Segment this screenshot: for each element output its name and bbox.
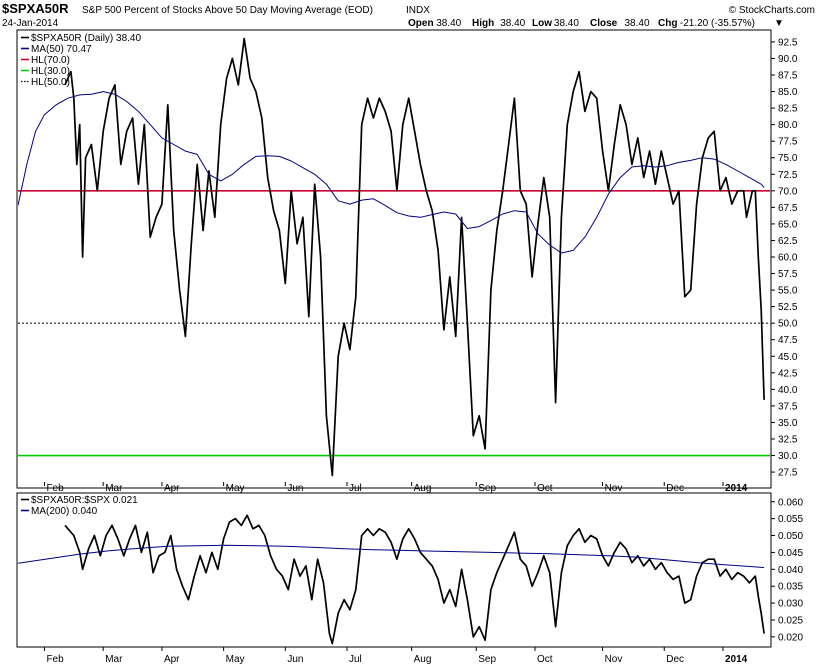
x-tick-label: May: [226, 654, 245, 665]
y-tick-label: 72.5: [778, 170, 798, 181]
y-tick-label: 60.0: [778, 253, 798, 264]
ohlc-value: 38.40: [500, 18, 525, 29]
chart-date: 24-Jan-2014: [2, 18, 59, 29]
y-tick-label: 90.0: [778, 54, 798, 65]
y-tick-label: 37.5: [778, 401, 798, 412]
x-tick-label: Sep: [478, 654, 496, 665]
main-price-panel: 92.5 90.0 87.5 85.0 82.5 80.0 77.5 75.0 72.5 70.0…: [16, 29, 798, 494]
ratio-panel-frame: [16, 492, 772, 648]
ohlc-label: Low: [532, 18, 552, 29]
x-tick-label: Sep: [478, 483, 496, 494]
y-tick-label: 0.055: [778, 514, 803, 525]
y-tick-label: 0.025: [778, 615, 803, 626]
legend-entry: MA(200) 0.040: [31, 506, 98, 517]
y-tick-label: 75.0: [778, 153, 798, 164]
watermark: © StockCharts.com: [729, 5, 815, 16]
ohlc-value: 38.40: [436, 18, 461, 29]
y-tick-label: 30.0: [778, 451, 798, 462]
legend-entry: MA(50) 70.47: [31, 44, 92, 55]
y-tick-label: 0.030: [778, 599, 803, 610]
legend-entry: HL(50.0): [31, 77, 70, 88]
y-tick-label: 50.0: [778, 319, 798, 330]
x-tick-label: Dec: [666, 654, 684, 665]
x-tick-label: Nov: [605, 483, 623, 494]
ohlc-label: Close: [590, 18, 618, 29]
y-tick-label: 55.0: [778, 286, 798, 297]
y-tick-label: 0.045: [778, 548, 803, 559]
main-panel-frame: [16, 29, 772, 489]
exchange-label: INDX: [406, 5, 430, 16]
y-tick-label: 92.5: [778, 37, 798, 48]
y-tick-label: 57.5: [778, 269, 798, 280]
ohlc-label: High: [472, 18, 494, 29]
x-tick-label: Apr: [164, 483, 180, 494]
y-tick-label: 45.0: [778, 352, 798, 363]
y-tick-label: 0.050: [778, 531, 803, 542]
y-tick-label: 82.5: [778, 104, 798, 115]
ohlc-value: 38.40: [554, 18, 579, 29]
x-tick-label: Dec: [666, 483, 684, 494]
x-tick-label: May: [226, 483, 245, 494]
ohlc-value: 38.40: [625, 18, 650, 29]
x-tick-label: Mar: [105, 654, 123, 665]
y-tick-label: 0.040: [778, 565, 803, 576]
symbol-title: $SPXA50R: [2, 1, 69, 16]
y-tick-label: 40.0: [778, 385, 798, 396]
x-tick-label: Feb: [46, 654, 64, 665]
y-tick-label: 0.060: [778, 497, 803, 508]
y-tick-label: 32.5: [778, 434, 798, 445]
y-tick-label: 0.035: [778, 582, 803, 593]
y-tick-label: 52.5: [778, 302, 798, 313]
y-tick-label: 85.0: [778, 87, 798, 98]
ohlc-value: -21.20 (-35.57%): [680, 18, 755, 29]
moving-average-line: [18, 91, 765, 254]
price-series-line: [64, 37, 765, 477]
y-tick-label: 80.0: [778, 120, 798, 131]
legend-entry: $SPXA50R (Daily) 38.40: [31, 33, 141, 44]
x-tick-label: 2014: [725, 483, 748, 494]
y-tick-label: 67.5: [778, 203, 798, 214]
x-tick-label: Jul: [349, 654, 362, 665]
x-tick-label: Jun: [287, 483, 303, 494]
y-tick-label: 62.5: [778, 236, 798, 247]
x-tick-label: Mar: [105, 483, 123, 494]
x-tick-label: Oct: [537, 654, 553, 665]
legend-entry: HL(70.0): [31, 55, 70, 66]
y-tick-label: 0.020: [778, 632, 803, 643]
symbol-description: S&P 500 Percent of Stocks Above 50 Day M…: [82, 5, 373, 16]
x-tick-label: Jun: [287, 654, 303, 665]
x-tick-label: Nov: [605, 654, 623, 665]
y-tick-label: 65.0: [778, 219, 798, 230]
ohlc-label: Chg: [658, 18, 677, 29]
y-tick-label: 35.0: [778, 418, 798, 429]
y-tick-label: 87.5: [778, 71, 798, 82]
x-tick-label: 2014: [725, 654, 748, 665]
y-tick-label: 27.5: [778, 468, 798, 479]
price-series-line: [64, 514, 765, 645]
legend-entry: HL(30.0): [31, 66, 70, 77]
legend-entry: $SPXA50R:$SPX 0.021: [31, 495, 138, 506]
y-tick-label: 77.5: [778, 137, 798, 148]
x-tick-label: Jul: [349, 483, 362, 494]
x-tick-label: Feb: [46, 483, 64, 494]
x-tick-label: Oct: [537, 483, 553, 494]
ohlc-readout: Open 38.40 High 38.40 Low 38.40 Close 38.40 Chg -…: [408, 18, 784, 29]
x-tick-label: Aug: [414, 483, 432, 494]
y-tick-label: 47.5: [778, 335, 798, 346]
ratio-panel: 0.060 0.055 0.050 0.045 0.040 0.035 0.030 0.025…: [16, 492, 803, 665]
y-tick-label: 42.5: [778, 368, 798, 379]
moving-average-line: [18, 544, 765, 569]
y-tick-label: 70.0: [778, 186, 798, 197]
x-tick-label: Apr: [164, 654, 180, 665]
down-arrow-icon: ▼: [774, 18, 784, 29]
ohlc-label: Open: [408, 18, 434, 29]
x-tick-label: Aug: [414, 654, 432, 665]
